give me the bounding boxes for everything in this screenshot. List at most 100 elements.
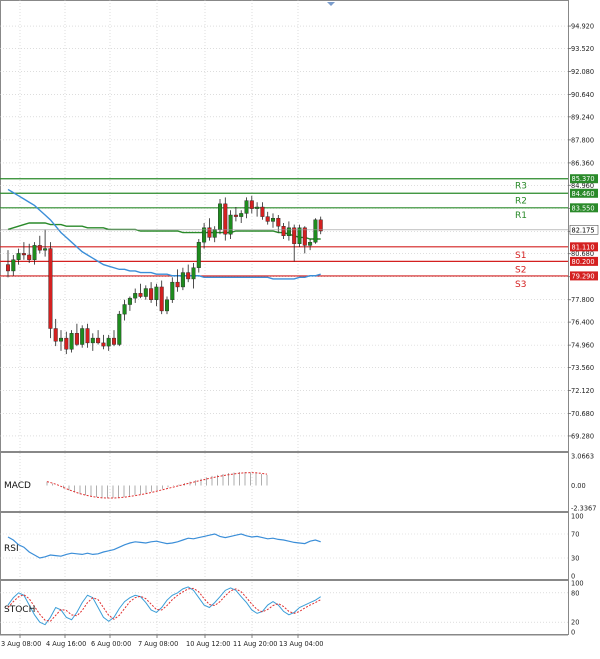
level-price-value: 84.460 [572, 190, 595, 198]
macd-tick-label: 3.0663 [571, 453, 594, 461]
time-axis: 3 Aug 08:00 4 Aug 16:00 6 Aug 00:00 7 Aug 0… [0, 634, 568, 648]
candle-bearish[interactable] [276, 218, 281, 227]
candle-bearish[interactable] [74, 333, 79, 345]
rsi-panel-frame [0, 512, 569, 580]
price-tick-label: 80.680 [571, 250, 594, 258]
stoch-main-line [7, 586, 321, 626]
level-price-tag [570, 174, 598, 184]
candle-bullish[interactable] [117, 313, 122, 345]
candle-bullish[interactable] [180, 272, 185, 288]
time-tick-label: 6 Aug 00:00 [91, 640, 131, 648]
candle-bearish[interactable] [318, 219, 323, 232]
price-tick-label: 89.240 [571, 113, 594, 121]
price-panel-frame [0, 0, 569, 452]
candle-bearish[interactable] [233, 214, 238, 217]
candle-bullish[interactable] [122, 304, 127, 315]
macd-label: MACD [4, 481, 31, 491]
rsi-tick-label: 100 [571, 513, 584, 521]
price-tick-label: 86.360 [571, 159, 594, 167]
candle-bullish[interactable] [32, 245, 37, 260]
candle-bullish[interactable] [59, 337, 64, 342]
candle-bearish[interactable] [159, 286, 164, 312]
price-tick-label: 87.800 [571, 136, 594, 144]
candle-bullish[interactable] [308, 241, 313, 246]
level-price-value: 85.370 [572, 175, 595, 183]
candle-bearish[interactable] [96, 337, 101, 344]
candle-bearish[interactable] [37, 245, 42, 251]
candle-bullish[interactable] [244, 200, 249, 214]
candle-bearish[interactable] [265, 216, 270, 222]
price-tick-label: 73.560 [571, 364, 594, 372]
candle-bearish[interactable] [64, 337, 69, 350]
candle-bearish[interactable] [186, 272, 191, 280]
candle-bearish[interactable] [5, 264, 10, 272]
scroll-marker-icon[interactable] [327, 2, 335, 6]
candle-bullish[interactable] [196, 241, 201, 268]
candle-bullish[interactable] [297, 227, 302, 244]
candle-bullish[interactable] [106, 337, 111, 347]
candle-bearish[interactable] [85, 328, 90, 344]
level-label-r3: R3 [515, 182, 527, 192]
time-tick-label: 7 Aug 08:00 [138, 640, 178, 648]
level-label-r1: R1 [515, 211, 527, 221]
candle-bullish[interactable] [217, 203, 222, 230]
candle-bullish[interactable] [80, 328, 85, 345]
moving-average-green [7, 222, 321, 240]
candle-bullish[interactable] [154, 286, 159, 300]
rsi-panel[interactable]: 100 70 30 0 RSI [0, 512, 584, 581]
price-tick-label: 74.960 [571, 342, 594, 350]
macd-tick-label: -2.3367 [571, 505, 596, 513]
candle-bearish[interactable] [27, 254, 32, 260]
level-price-tag [570, 271, 598, 281]
candle-bearish[interactable] [138, 293, 143, 297]
price-panel[interactable]: 94.920 93.520 92.080 90.640 89.240 87.800 86.3… [0, 0, 599, 635]
macd-panel[interactable]: 3.0663 0.00 -2.3367 MACD [0, 452, 597, 513]
candle-bullish[interactable] [239, 213, 244, 217]
candle-bullish[interactable] [212, 229, 217, 238]
candle-bullish[interactable] [313, 219, 318, 243]
candle-bullish[interactable] [143, 288, 148, 297]
level-price-tag [570, 256, 598, 266]
candle-bullish[interactable] [170, 281, 175, 300]
candle-bearish[interactable] [48, 248, 53, 329]
candle-bullish[interactable] [286, 227, 291, 236]
candle-bullish[interactable] [164, 299, 169, 312]
level-label-s3: S3 [515, 280, 526, 290]
candle-bearish[interactable] [101, 342, 106, 347]
stoch-tick-label: 100 [571, 580, 584, 588]
moving-average-blue [7, 188, 321, 280]
candle-bullish[interactable] [133, 293, 138, 299]
candle-bullish[interactable] [228, 214, 233, 235]
candle-bullish[interactable] [255, 206, 260, 209]
candle-bearish[interactable] [207, 227, 212, 238]
candle-bullish[interactable] [16, 253, 21, 260]
candle-bearish[interactable] [21, 253, 26, 256]
candle-bullish[interactable] [90, 337, 95, 344]
level-price-tag [570, 242, 598, 252]
candle-bullish[interactable] [69, 333, 74, 350]
price-tick-label: 77.800 [571, 296, 594, 304]
price-tick-label: 93.520 [571, 45, 594, 53]
candle-bearish[interactable] [111, 337, 116, 345]
candle-bullish[interactable] [43, 248, 48, 251]
candle-bearish[interactable] [249, 200, 254, 209]
candle-bullish[interactable] [271, 218, 276, 222]
candle-bullish[interactable] [127, 297, 132, 305]
current-price-value: 82.175 [572, 226, 595, 234]
candle-bearish[interactable] [53, 328, 58, 342]
candle-bearish[interactable] [281, 226, 286, 236]
candle-bullish[interactable] [191, 267, 196, 280]
candle-bearish[interactable] [302, 227, 307, 246]
candle-bearish[interactable] [175, 281, 180, 288]
candle-bearish[interactable] [149, 288, 154, 300]
candle-bearish[interactable] [292, 227, 297, 244]
candle-bearish[interactable] [260, 206, 265, 217]
level-price-tag [570, 188, 598, 198]
time-tick-label: 11 Aug 20:00 [233, 640, 277, 648]
candle-bearish[interactable] [223, 203, 228, 235]
candle-bullish[interactable] [202, 227, 207, 243]
candle-bullish[interactable] [11, 259, 16, 272]
level-price-value: 80.200 [572, 258, 595, 266]
